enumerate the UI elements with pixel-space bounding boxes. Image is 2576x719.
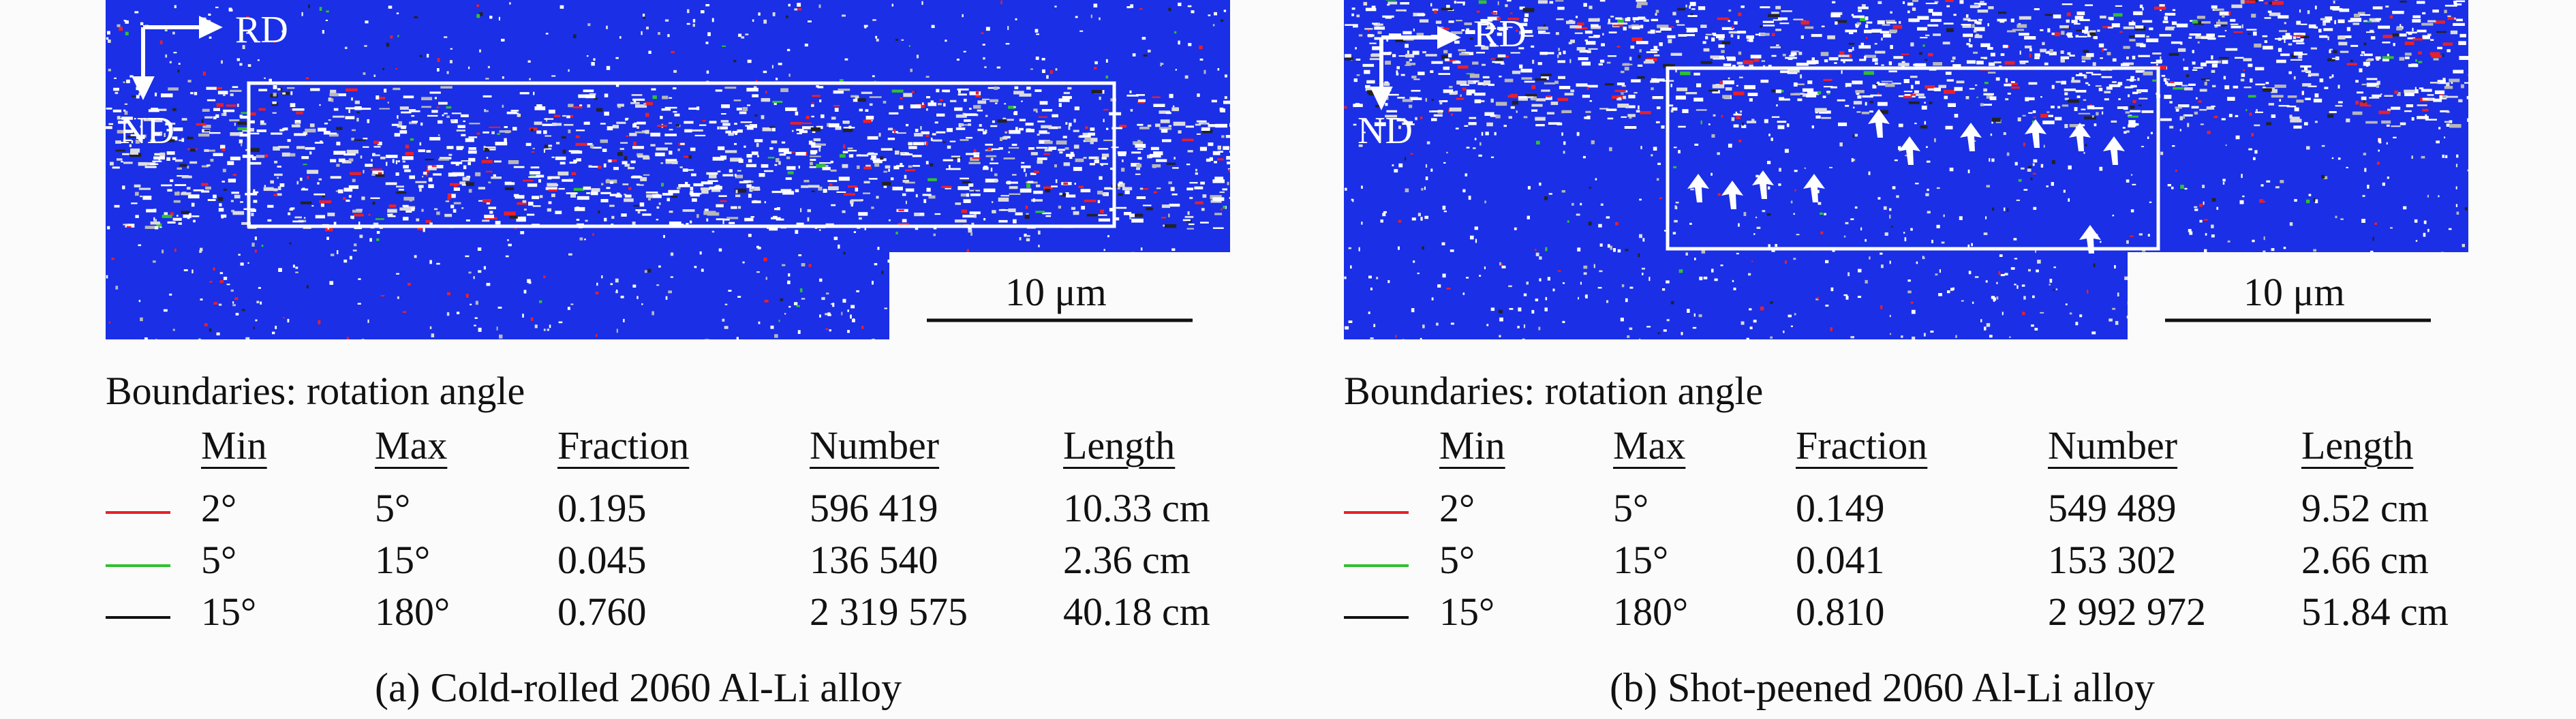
green-line-swatch bbox=[106, 564, 170, 567]
row-length: 2.66 cm bbox=[2301, 538, 2429, 582]
row-number: 596 419 bbox=[810, 486, 938, 530]
arrow-marker-icon bbox=[2079, 225, 2101, 254]
header-fraction: Fraction bbox=[557, 423, 690, 468]
header-max: Max bbox=[1613, 423, 1686, 468]
scale-bar-label: 10 μm bbox=[2243, 270, 2345, 314]
legend-title: Boundaries: rotation angle bbox=[106, 369, 525, 413]
row-min: 5° bbox=[1439, 538, 1475, 582]
row-fraction: 0.195 bbox=[557, 486, 647, 530]
row-length: 40.18 cm bbox=[1063, 590, 1210, 634]
axis-label-nd: ND bbox=[119, 110, 174, 152]
row-number: 2 319 575 bbox=[810, 590, 968, 634]
caption: (a) Cold-rolled 2060 Al-Li alloy bbox=[375, 665, 902, 710]
white-arrow-markers-icon bbox=[1687, 109, 2125, 254]
legend-title: Boundaries: rotation angle bbox=[1344, 369, 1764, 413]
roi-rectangle bbox=[1666, 66, 2160, 251]
caption: (b) Shot-peened 2060 Al-Li alloy bbox=[1610, 665, 2155, 710]
row-fraction: 0.810 bbox=[1796, 590, 1885, 634]
row-length: 2.36 cm bbox=[1063, 538, 1191, 582]
row-number: 2 992 972 bbox=[2048, 590, 2206, 634]
row-max: 180° bbox=[1613, 590, 1689, 634]
row-fraction: 0.760 bbox=[557, 590, 647, 634]
arrow-marker-icon bbox=[2069, 123, 2091, 151]
header-max: Max bbox=[375, 423, 448, 468]
ebsd-map-image bbox=[1344, 0, 2468, 339]
row-max: 180° bbox=[375, 590, 450, 634]
arrow-marker-icon bbox=[2025, 119, 2046, 148]
row-max: 15° bbox=[1613, 538, 1669, 582]
axis-label-nd: ND bbox=[1358, 110, 1413, 152]
ebsd-map-shot-peened: RD ND 10 μm bbox=[1344, 0, 2468, 339]
row-max: 5° bbox=[375, 486, 411, 530]
row-fraction: 0.041 bbox=[1796, 538, 1885, 582]
row-min: 15° bbox=[1439, 590, 1495, 634]
header-number: Number bbox=[810, 423, 940, 468]
header-min: Min bbox=[201, 423, 267, 468]
row-min: 15° bbox=[201, 590, 257, 634]
arrow-marker-icon bbox=[1803, 174, 1825, 202]
row-length: 51.84 cm bbox=[2301, 590, 2449, 634]
header-fraction: Fraction bbox=[1796, 423, 1928, 468]
arrow-marker-icon bbox=[1899, 136, 1920, 165]
ebsd-map-image bbox=[106, 0, 1230, 339]
row-length: 9.52 cm bbox=[2301, 486, 2429, 530]
arrow-marker-icon bbox=[2103, 136, 2125, 165]
ebsd-map-cold-rolled: RD ND 10 μm bbox=[106, 0, 1230, 339]
roi-rectangle bbox=[247, 81, 1116, 228]
row-fraction: 0.045 bbox=[557, 538, 647, 582]
row-length: 10.33 cm bbox=[1063, 486, 1210, 530]
arrow-marker-icon bbox=[1721, 181, 1743, 209]
row-max: 15° bbox=[375, 538, 431, 582]
row-min: 5° bbox=[201, 538, 237, 582]
green-line-swatch bbox=[1344, 564, 1409, 567]
row-number: 153 302 bbox=[2048, 538, 2177, 582]
arrow-marker-icon bbox=[1687, 174, 1709, 202]
row-number: 549 489 bbox=[2048, 486, 2177, 530]
black-line-swatch bbox=[106, 616, 170, 619]
arrow-marker-icon bbox=[1752, 170, 1774, 199]
red-line-swatch bbox=[1344, 511, 1409, 514]
panel-cold-rolled: RD ND 10 μm Boundaries: rotation angle M… bbox=[106, 0, 1274, 719]
black-line-swatch bbox=[1344, 616, 1409, 619]
row-min: 2° bbox=[201, 486, 237, 530]
row-max: 5° bbox=[1613, 486, 1649, 530]
header-min: Min bbox=[1439, 423, 1505, 468]
axis-arrows-icon bbox=[1370, 26, 1461, 110]
arrow-marker-icon bbox=[1960, 123, 1982, 151]
axis-label-rd: RD bbox=[1473, 13, 1527, 55]
axis-arrows-icon bbox=[132, 16, 223, 100]
red-line-swatch bbox=[106, 511, 170, 514]
header-length: Length bbox=[1063, 423, 1176, 468]
panel-shot-peened: RD ND 10 μm Boundaries: rotation angle M… bbox=[1344, 0, 2513, 719]
scale-bar-label: 10 μm bbox=[1005, 270, 1107, 314]
row-fraction: 0.149 bbox=[1796, 486, 1885, 530]
axis-label-rd: RD bbox=[235, 9, 288, 51]
header-length: Length bbox=[2301, 423, 2414, 468]
row-min: 2° bbox=[1439, 486, 1475, 530]
header-number: Number bbox=[2048, 423, 2178, 468]
row-number: 136 540 bbox=[810, 538, 938, 582]
arrow-marker-icon bbox=[1868, 109, 1890, 138]
